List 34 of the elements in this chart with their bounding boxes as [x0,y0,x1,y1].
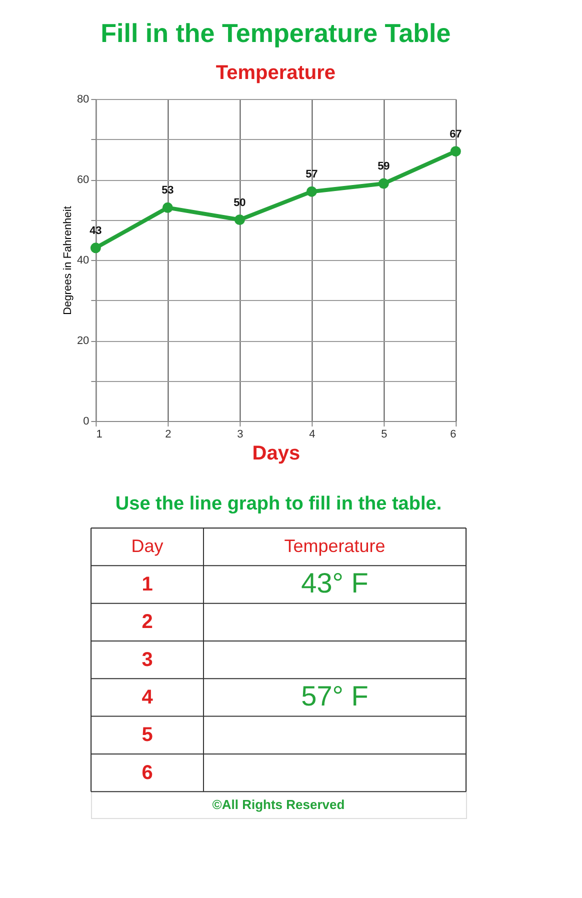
text: 6 [142,762,153,784]
y-axis-title: Degrees in Fahrenheit [62,206,74,315]
y-tick-label: 60 [76,174,90,186]
text: Use the line graph to fill in the table. [115,494,442,514]
y-tick-label: 0 [83,416,90,428]
point [378,178,389,189]
data-label: 43 [90,224,102,237]
y-tick-label: 20 [76,335,90,347]
text: Temperature [284,536,386,556]
y-tick-label: 80 [76,94,90,106]
x-tick-label: 1 [96,428,102,440]
chart-subtitle: Temperature [216,62,336,84]
x-axis-title: Days [252,442,300,464]
x-tick-label: 6 [450,428,456,440]
text: 57° F [301,680,368,712]
text: 3 [142,648,153,671]
text: Day [131,536,164,556]
chart-title: Fill in the Temperature Table [100,18,451,48]
x-tick-label: 5 [381,428,388,440]
text: 2 [142,611,153,634]
point [234,214,245,225]
point [90,242,101,254]
y-tick-label: 40 [76,254,90,266]
text: 4 [142,686,154,708]
text: ©All Rights Reserved [212,796,345,812]
point [162,202,173,213]
x-tick-label: 2 [165,428,172,440]
text: 5 [142,724,153,746]
x-tick-label: 4 [309,428,316,440]
point [306,186,317,197]
text: 43° F [301,567,368,598]
text: 1 [142,573,153,596]
point [450,146,461,157]
x-tick-label: 3 [237,428,244,440]
